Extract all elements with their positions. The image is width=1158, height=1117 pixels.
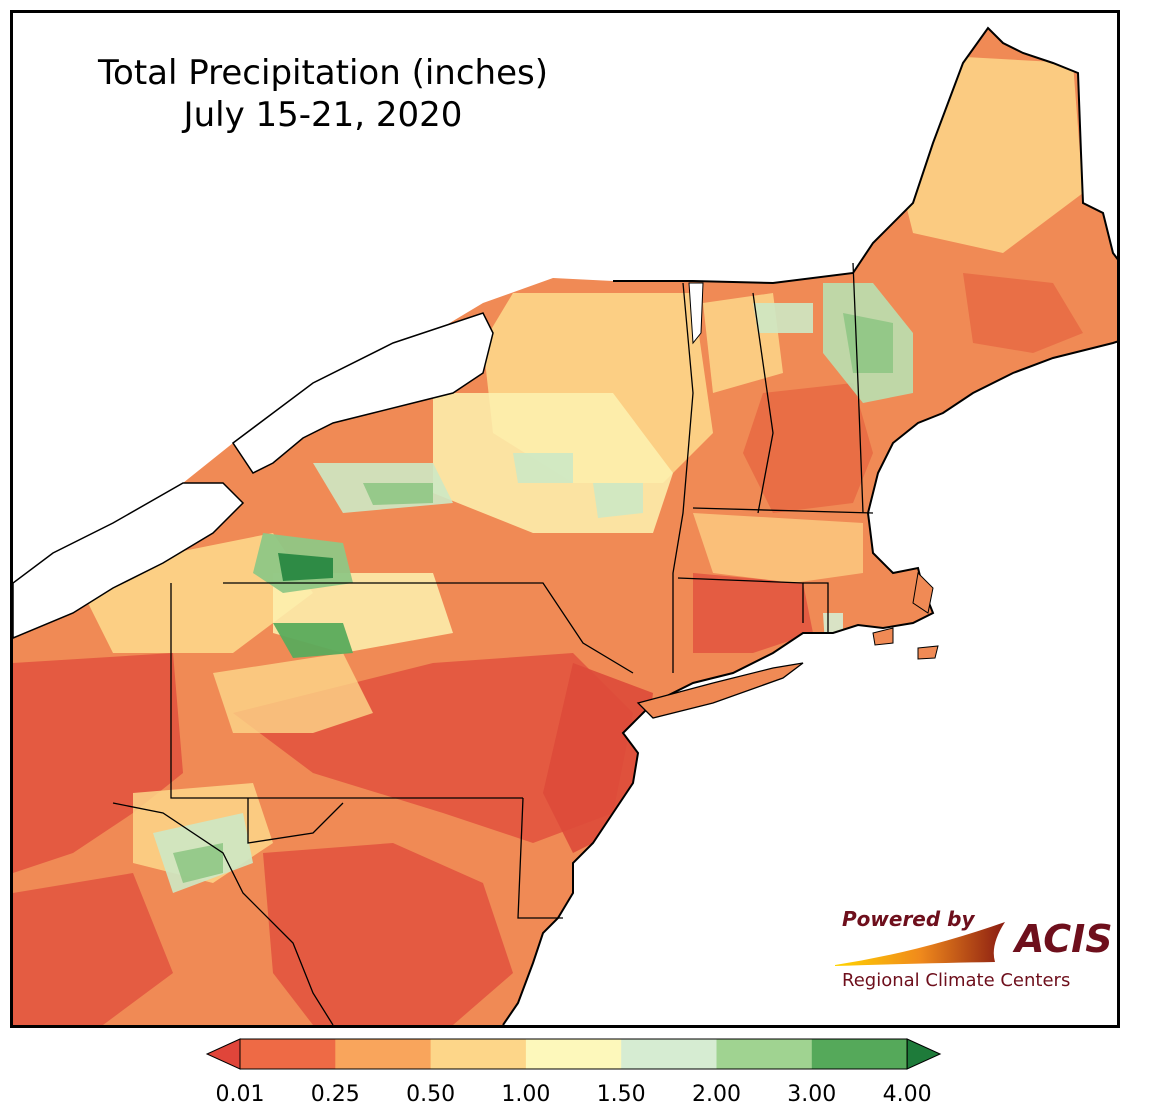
colorbar-block [811, 1039, 908, 1069]
map-canvas [13, 26, 1117, 1025]
colorbar [205, 1038, 942, 1070]
colorbar-tick-label: 0.50 [406, 1082, 456, 1107]
map-title: Total Precipitation (inches) [98, 53, 548, 93]
colorbar-over-arrow [906, 1038, 942, 1070]
colorbar-tick-label: 1.50 [596, 1082, 646, 1107]
colorbar-block [240, 1039, 336, 1069]
powered-by-text: Powered by [842, 907, 975, 931]
lake-champlain [688, 282, 704, 345]
map-subtitle: July 15-21, 2020 [183, 95, 463, 135]
precipitation-map: Total Precipitation (inches) July 15-21,… [10, 10, 1120, 1028]
rcc-text: Regional Climate Centers [842, 970, 1070, 991]
colorbar-block [621, 1039, 717, 1069]
colorbar-block [525, 1039, 622, 1069]
colorbar-tick-label: 3.00 [787, 1082, 837, 1107]
colorbar-under-arrow [205, 1038, 241, 1070]
long-island [636, 662, 804, 719]
colorbar-tick-label: 0.01 [215, 1082, 265, 1107]
colorbar-block [335, 1039, 432, 1069]
acis-logo: Powered by ACIS Regional Climate Centers [835, 907, 1113, 991]
colorbar-block [430, 1039, 527, 1069]
colorbar-tick-label: 4.00 [882, 1082, 932, 1107]
coastline [502, 26, 1117, 1025]
acis-swoosh-icon [835, 922, 1005, 966]
lake-ontario [231, 312, 494, 474]
acis-brand-text: ACIS [1012, 917, 1113, 961]
state-borders [112, 262, 874, 1025]
colorbar-tick-label: 1.00 [501, 1082, 551, 1107]
colorbar-tick-label: 2.00 [692, 1082, 741, 1107]
lake-erie [13, 482, 245, 639]
colorbar-block [716, 1039, 813, 1069]
colorbar-tick-label: 0.25 [310, 1082, 360, 1107]
